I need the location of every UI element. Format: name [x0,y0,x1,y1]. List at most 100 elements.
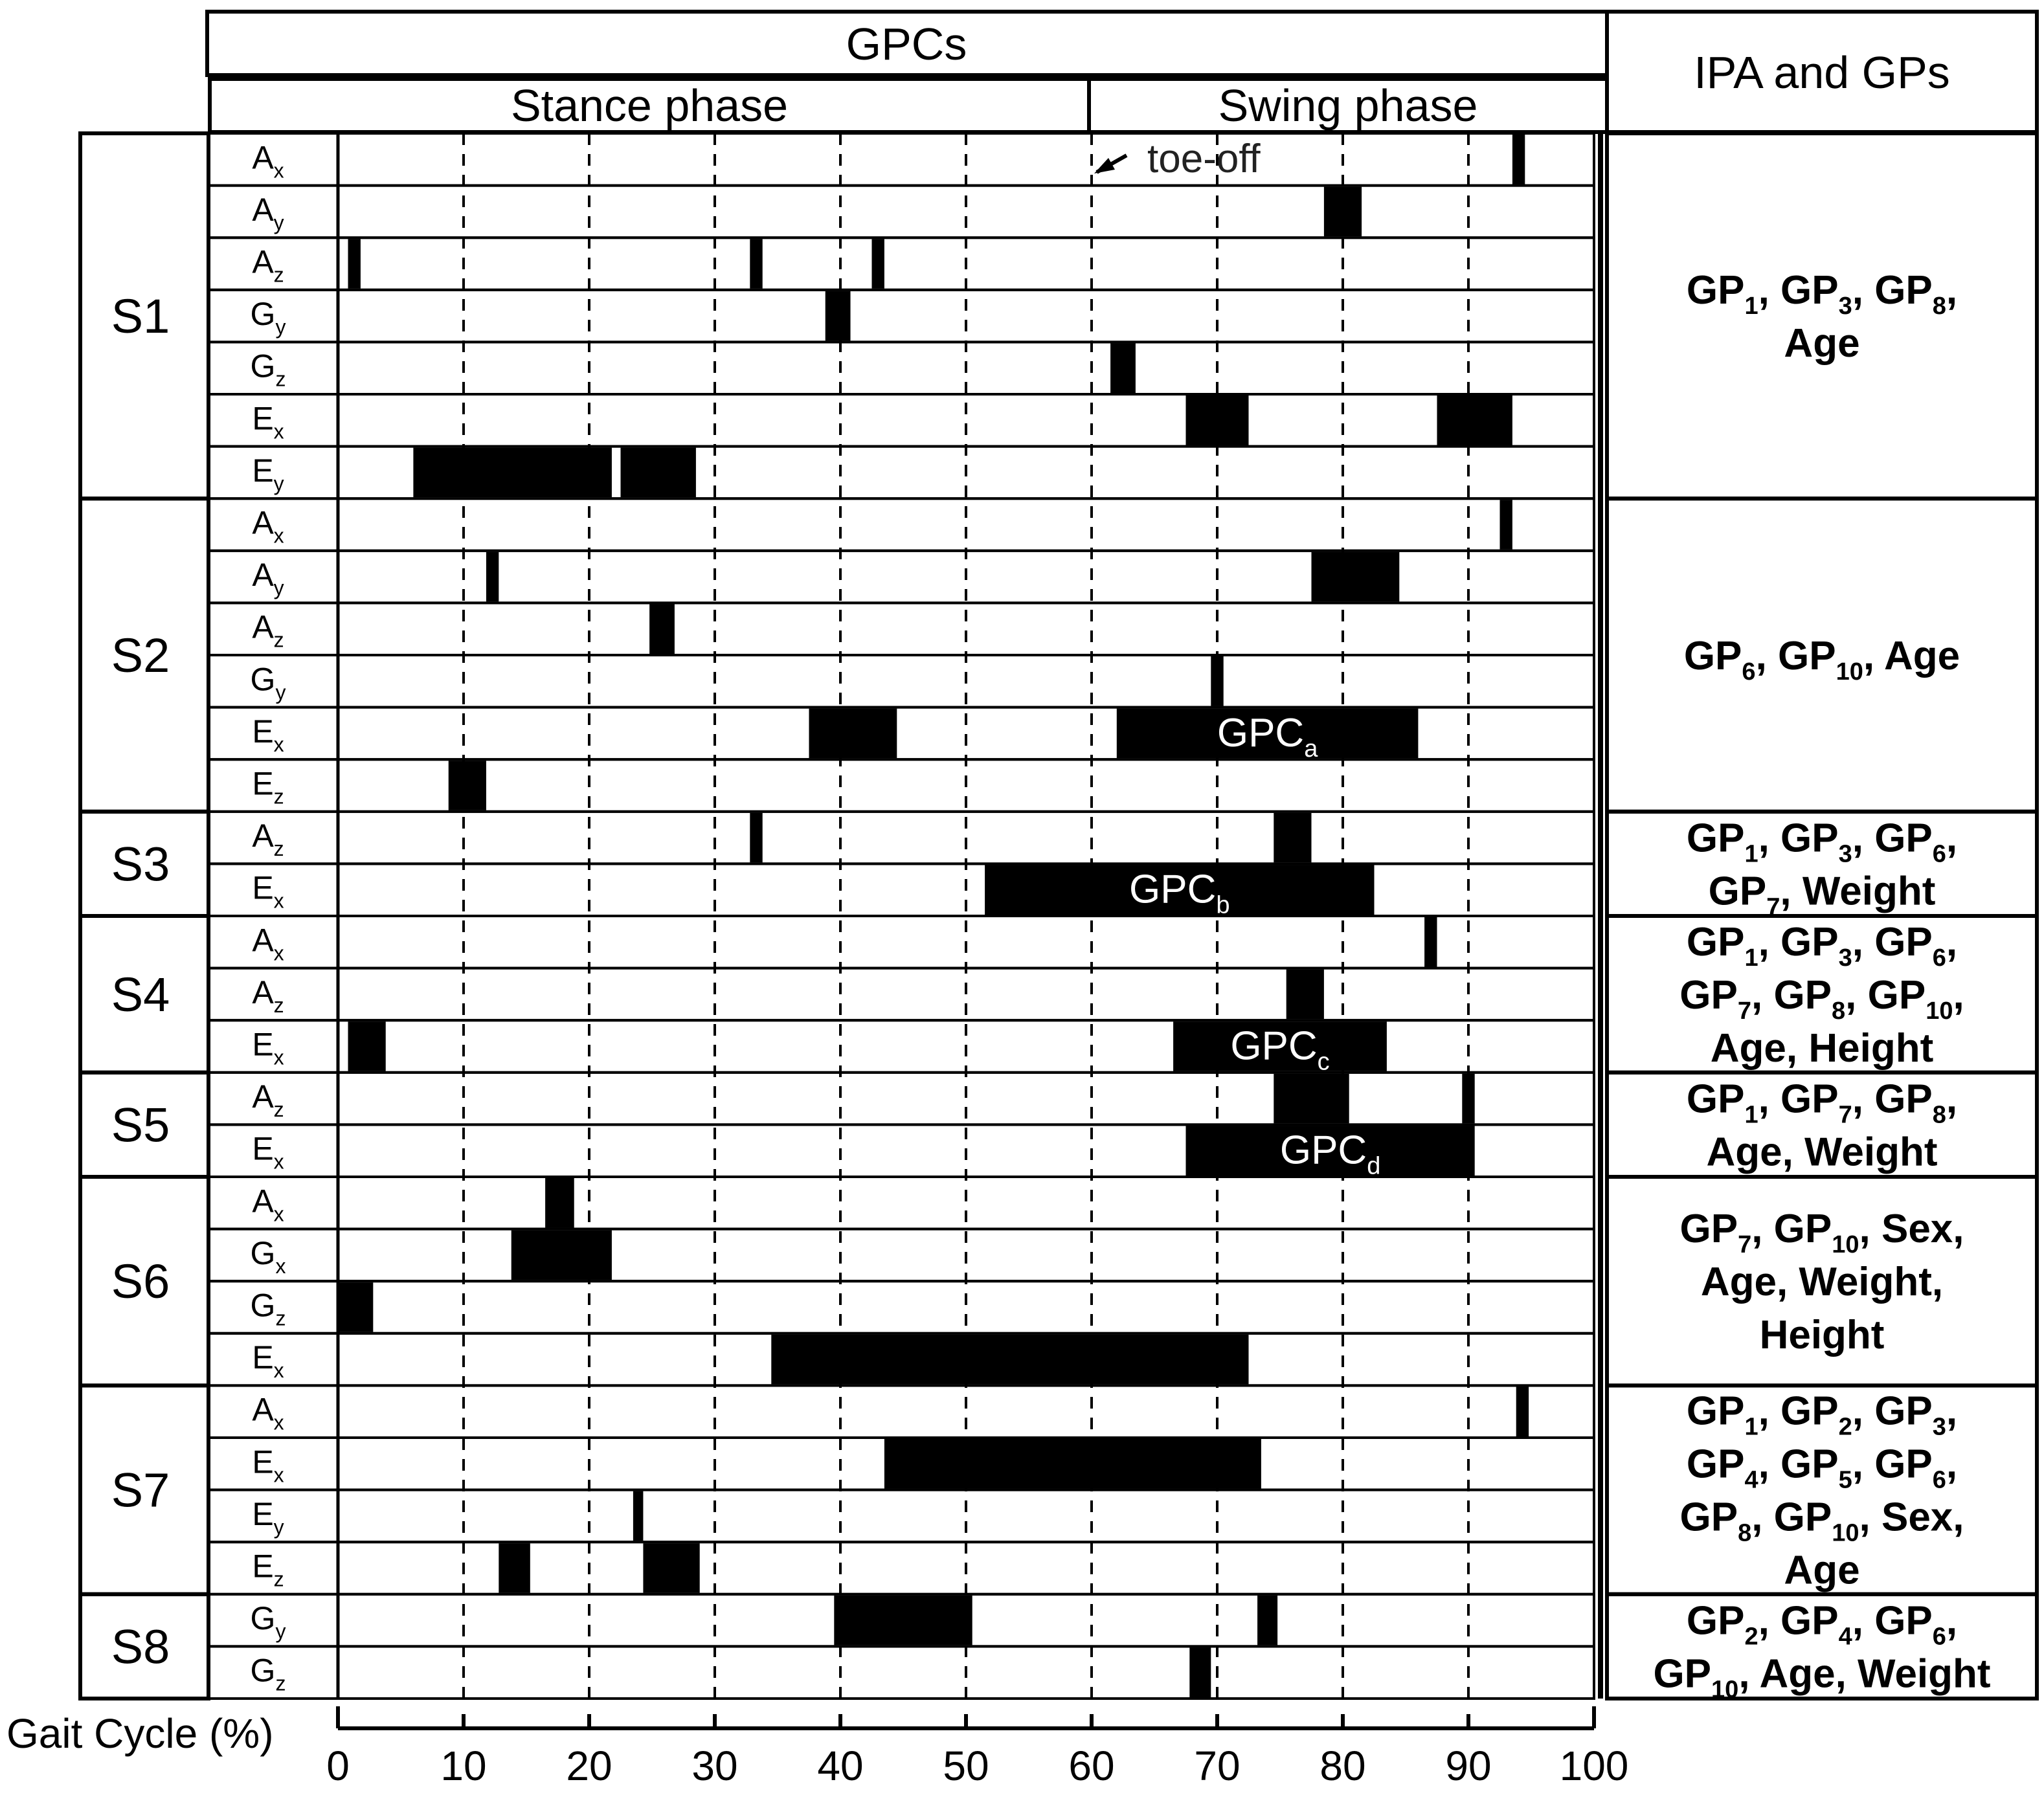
ipa-gps-line-s6-2: Age, Weight, [1701,1260,1943,1304]
signal-label-s1-ey: Ey [252,452,284,495]
gpc-bar [771,1334,1249,1385]
signal-label-s3-az: Az [252,818,284,860]
subject-label-s7: S7 [111,1464,170,1517]
x-tick-label-100: 100 [1560,1743,1629,1789]
x-tick-label-0: 0 [326,1743,350,1789]
x-tick-label-70: 70 [1194,1743,1240,1789]
gpc-bar [1311,552,1400,602]
signal-label-s6-ex: Ex [252,1339,284,1382]
ipa-gps-line-s7-1: GP1, GP2, GP3, [1687,1389,1957,1441]
subjects-layer: S1 S2 S3 S4 S5 S6 S7 S8 [78,131,210,1701]
ipa-gps-line-s8-2: GP10, Age, Weight [1653,1651,1990,1703]
gpc-bar [1323,186,1362,237]
ipa-gps-line-s2-1: GP6, GP10, Age [1684,634,1960,686]
subject-label-s5: S5 [111,1098,170,1152]
x-tick-label-50: 50 [943,1743,989,1789]
gpc-bar [750,239,763,289]
gpc-bar [649,604,675,654]
gpc-bar [448,761,486,810]
signal-label-s3-ex: Ex [252,870,284,913]
gpc-bar [1185,396,1249,445]
gpc-bar [1499,500,1512,550]
signal-label-s4-az: Az [252,974,284,1017]
gpc-bar [834,1595,972,1645]
gpc-bar [1173,1021,1387,1071]
ipa-gps-line-s7-3: GP8, GP10, Sex, [1679,1495,1964,1547]
gpc-bar [884,1439,1261,1489]
gpc-bar [545,1178,574,1228]
signal-row [207,862,1595,918]
ipa-gps-line-s3-1: GP1, GP3, GP6, [1687,816,1957,867]
x-tick-label-90: 90 [1445,1743,1491,1789]
gpc-bar [1462,1073,1475,1124]
signal-row [207,601,1595,657]
gpc-label-c: GPCc [1230,1024,1329,1076]
signal-row [207,1227,1595,1283]
gpc-bar [511,1230,612,1280]
gpc-bar [1185,1126,1475,1176]
ipa-box-s8 [1605,1592,2039,1701]
ipa-gps-line-s3-2: GP7, Weight [1709,869,1936,920]
toe-off-label: toe-off [1147,137,1261,181]
ipa-gps-header: IPA and GPs [1694,47,1950,98]
signal-label-s2-gy: Gy [251,661,286,704]
signal-row [207,654,1595,709]
signal-label-s6-gz: Gz [251,1288,286,1330]
gpc-bar [348,1021,386,1071]
signal-label-s2-ay: Ay [252,557,284,599]
signal-label-s1-ex: Ex [252,400,284,443]
gpc-label-b: GPCb [1129,867,1230,919]
gpc-bar [1274,812,1312,863]
subject-label-s6: S6 [111,1254,170,1308]
ipa-gps-line-s6-1: GP7, GP10, Sex, [1679,1207,1964,1258]
signal-label-s1-ax: Ax [252,139,284,182]
signal-row [207,915,1595,970]
toe-off-annotation: toe-off [1094,137,1261,181]
signal-label-s7-ey: Ey [252,1496,284,1539]
signal-label-s8-gy: Gy [251,1600,286,1643]
signal-label-s5-ex: Ex [252,1131,284,1174]
x-tick-label-20: 20 [566,1743,612,1789]
x-tick-label-40: 40 [817,1743,863,1789]
signal-row [207,758,1595,813]
signal-label-s7-ax: Ax [252,1392,284,1434]
ipa-gps-line-s5-1: GP1, GP7, GP8, [1687,1076,1957,1128]
signal-row [207,1488,1595,1544]
gpc-bar [1424,917,1437,967]
gpc-label-d: GPCd [1280,1128,1381,1180]
signal-label-s2-az: Az [252,609,284,652]
ipa-gps-line-s6-3: Height [1760,1313,1885,1357]
subject-label-s8: S8 [111,1620,170,1673]
gpc-bar [348,239,361,289]
gpcs-header: GPCs [846,19,967,69]
gpc-bar [643,1543,700,1593]
ipa-gps-line-s4-2: GP7, GP8, GP10, [1679,973,1964,1025]
signal-label-s1-ay: Ay [252,192,284,234]
signal-row [207,497,1595,552]
signal-row [207,1384,1595,1439]
signal-row [207,184,1595,240]
ipa-gps-line-s5-2: Age, Weight [1706,1130,1937,1174]
subject-box-s8 [78,1592,210,1701]
signal-row [207,1176,1595,1231]
gpc-bar [825,291,851,341]
x-axis: Gait Cycle (%) 0 10 20 30 40 50 60 70 80 90 100 [6,1706,1628,1789]
signal-row [207,393,1595,448]
subject-label-s3: S3 [111,837,170,891]
gpc-bar [809,708,897,759]
ipa-gps-line-s1-2: Age [1784,321,1859,366]
signal-label-s4-ax: Ax [252,922,284,964]
gpc-bar [871,239,884,289]
gpc-bar [413,447,612,498]
signal-label-s8-gz: Gz [251,1653,286,1695]
gpc-bar [1257,1595,1278,1645]
x-tick-label-30: 30 [691,1743,737,1789]
ipa-gps-line-s7-4: Age [1784,1548,1859,1593]
gpc-labels-layer: GPCa GPCb GPCc GPCd [1129,711,1380,1180]
x-tick-label-10: 10 [440,1743,486,1789]
signal-label-s1-az: Az [252,244,284,287]
ipa-box-s1 [1605,131,2039,501]
signal-label-s6-ax: Ax [252,1183,284,1225]
